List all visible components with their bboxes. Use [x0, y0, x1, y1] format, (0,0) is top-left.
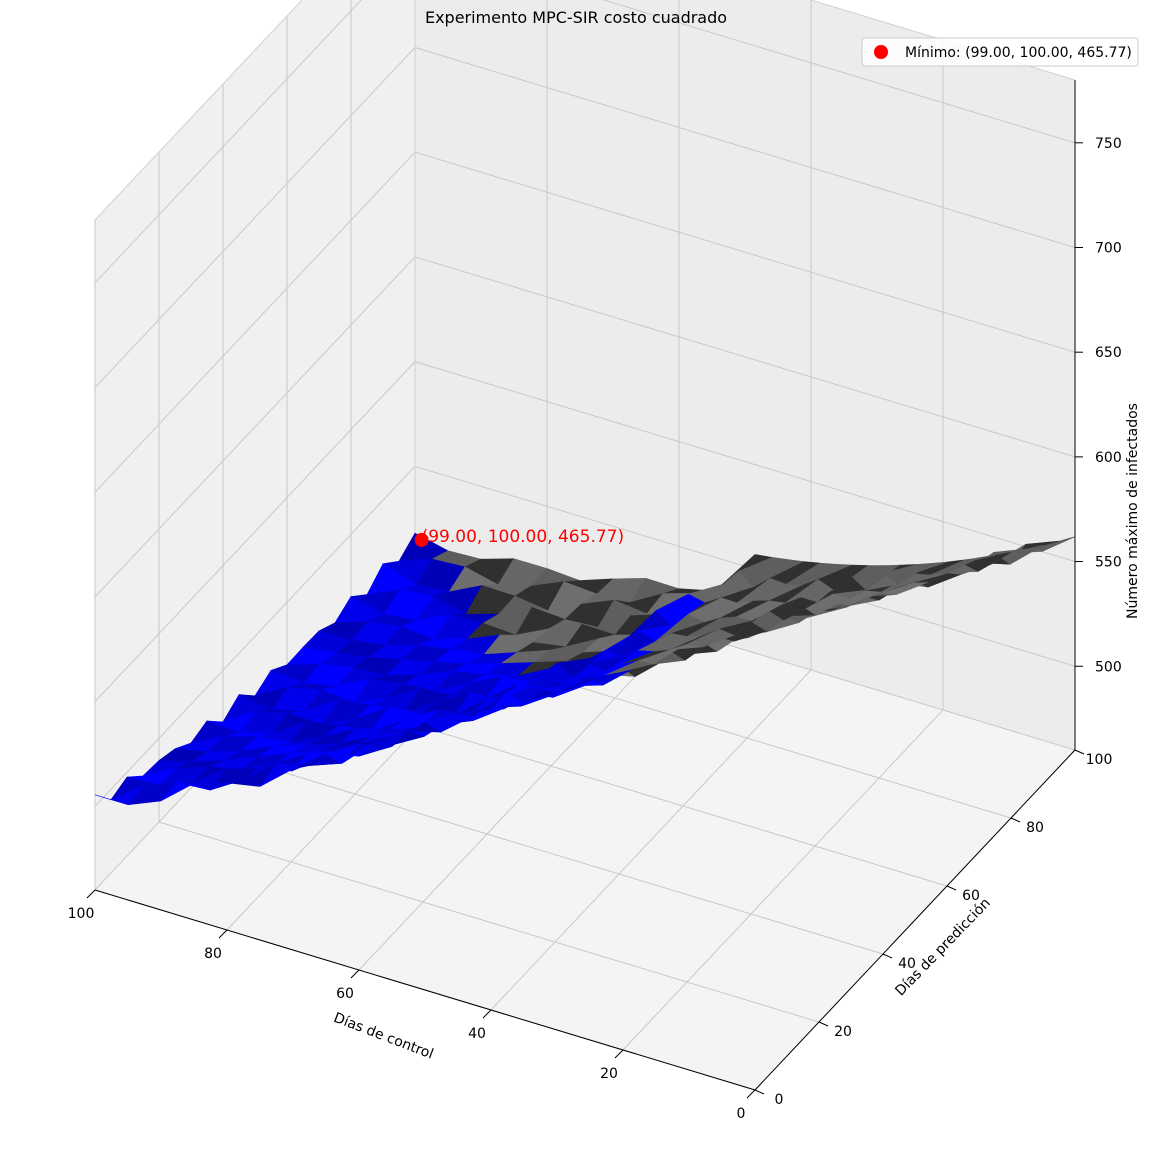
- y-tick: [1010, 817, 1021, 823]
- x-tick-label: 80: [204, 946, 222, 962]
- chart-title: Experimento MPC-SIR costo cuadrado: [425, 8, 727, 27]
- z-tick-label: 600: [1095, 450, 1122, 466]
- side-pane: [95, 0, 415, 890]
- z-tick-label: 500: [1095, 659, 1122, 675]
- x-tick: [482, 1009, 492, 1019]
- grid-line-z: [94, 0, 1076, 284]
- y-tick-label: 100: [1086, 752, 1113, 768]
- x-tick-label: 40: [468, 1026, 486, 1042]
- y-tick-label: 40: [898, 956, 916, 972]
- z-tick-label: 550: [1095, 555, 1122, 571]
- y-tick-label: 0: [775, 1092, 784, 1108]
- minimum-annotation: (99.00, 100.00, 465.77): [422, 527, 625, 547]
- y-tick: [1074, 749, 1085, 755]
- legend: Mínimo: (99.00, 100.00, 465.77): [861, 37, 1139, 67]
- x-axis-label: Días de control: [331, 1010, 435, 1063]
- y-axis-line: [754, 749, 1076, 1091]
- y-tick-label: 80: [1026, 820, 1044, 836]
- x-tick-label: 20: [600, 1066, 618, 1082]
- y-tick: [754, 1089, 765, 1095]
- y-tick: [882, 953, 893, 959]
- surface-face: [721, 554, 773, 585]
- legend-box: [861, 37, 1139, 67]
- legend-marker: [874, 45, 888, 59]
- y-tick: [818, 1021, 829, 1027]
- x-tick-label: 100: [68, 906, 95, 922]
- pane-edge: [94, 0, 1076, 221]
- x-tick: [218, 929, 228, 939]
- minimum-point-group: (99.00, 100.00, 465.77): [414, 527, 625, 547]
- back-pane: [415, 0, 1075, 750]
- z-tick-label: 700: [1095, 241, 1122, 257]
- tick-labels: 0 20 40 60 80 100 0 20 40 60 80 100 500 550 600 650 700 7…: [68, 136, 1122, 1122]
- minimum-point: [414, 532, 429, 547]
- grid-line-y: [158, 152, 820, 1023]
- surface-mesh: [94, 532, 1076, 806]
- legend-label: Mínimo: (99.00, 100.00, 465.77): [905, 45, 1132, 61]
- x-tick-label: 60: [336, 986, 354, 1002]
- x-tick: [614, 1049, 624, 1059]
- y-tick-label: 60: [962, 888, 980, 904]
- z-tick-label: 750: [1095, 136, 1122, 152]
- x-tick: [350, 969, 360, 979]
- x-tick: [86, 889, 96, 899]
- z-axis-label: Número máximo de infectados: [1125, 403, 1141, 619]
- x-tick: [746, 1089, 756, 1099]
- x-tick-label: 0: [737, 1106, 746, 1122]
- y-tick-label: 20: [834, 1024, 852, 1040]
- axis-lines: [94, 80, 1076, 1091]
- x-axis-line: [94, 889, 756, 1091]
- z-tick-label: 650: [1095, 345, 1122, 361]
- y-tick: [946, 885, 957, 891]
